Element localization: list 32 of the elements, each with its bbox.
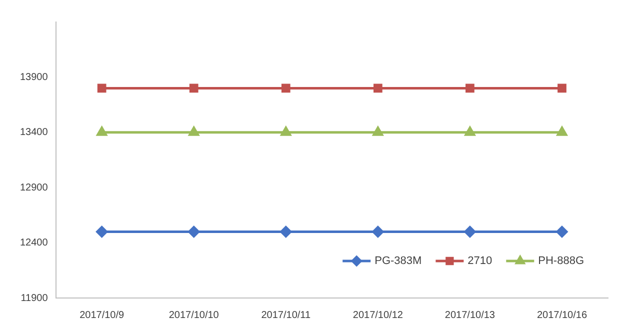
point xyxy=(188,226,200,238)
y-tick-label: 13400 xyxy=(20,127,48,138)
point xyxy=(280,126,292,136)
x-tick-label: 2017/10/10 xyxy=(168,310,220,321)
legend-label: 2710 xyxy=(468,255,492,268)
point xyxy=(96,126,107,136)
point xyxy=(372,126,384,136)
point xyxy=(464,126,476,136)
point xyxy=(373,84,382,93)
point xyxy=(556,226,568,238)
point xyxy=(188,126,200,136)
y-tick-label: 11900 xyxy=(20,292,48,304)
point xyxy=(466,84,474,93)
y-tick-label: 12400 xyxy=(20,238,48,249)
point xyxy=(96,226,108,238)
point xyxy=(280,226,292,238)
point xyxy=(464,226,476,238)
x-tick-label: 2017/10/9 xyxy=(80,310,124,321)
point xyxy=(189,84,198,93)
point xyxy=(558,84,566,93)
x-tick-label: 2017/10/16 xyxy=(536,310,588,321)
x-tick-label: 2017/10/12 xyxy=(352,310,404,321)
point xyxy=(556,126,568,136)
y-tick-label: 13900 xyxy=(20,72,48,83)
legend-label: PG-383M xyxy=(374,255,422,268)
point xyxy=(281,84,290,93)
y-tick-label: 12900 xyxy=(20,182,48,194)
point xyxy=(97,84,106,93)
x-tick-label: 2017/10/11 xyxy=(261,310,311,321)
point xyxy=(372,226,384,238)
legend-label: PH-888G xyxy=(538,255,584,268)
x-tick-label: 2017/10/13 xyxy=(444,310,496,321)
